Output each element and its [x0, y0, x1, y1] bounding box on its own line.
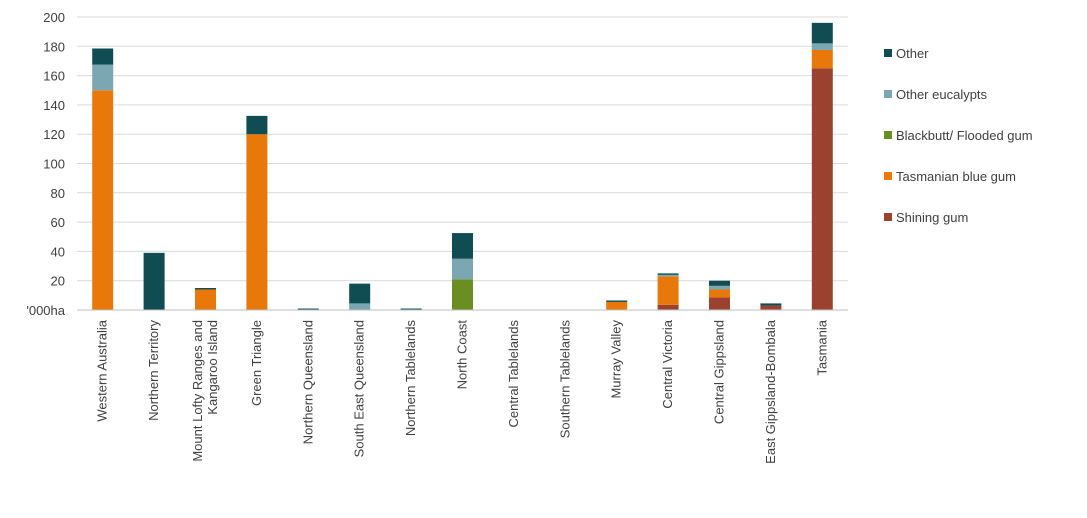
bar-segment-7-2 — [452, 279, 473, 310]
y-tick-label-140: 140 — [43, 98, 65, 113]
bar-segment-11-0 — [657, 304, 679, 310]
bar-segment-5-3 — [349, 303, 371, 310]
bar-segment-6-4 — [400, 308, 422, 310]
legend-swatch-4 — [884, 213, 892, 221]
bar-segment-4-4 — [297, 308, 319, 310]
legend-label-3: Tasmanian blue gum — [896, 169, 1016, 184]
category-label-5: South East Queensland — [352, 320, 367, 457]
category-label-2-line-1: Kangaroo Island — [205, 320, 220, 415]
y-axis-ticks: 20 40 60 80 100 120 140 160 180 200 — [43, 10, 65, 289]
y-tick-label-40: 40 — [51, 244, 65, 259]
y-tick-label-100: 100 — [43, 157, 65, 172]
category-label-0: Western Australia — [95, 319, 110, 421]
legend-swatch-1 — [884, 90, 892, 98]
bar-segment-3-4 — [246, 115, 268, 135]
category-label-3: Green Triangle — [249, 320, 264, 406]
category-label-9: Southern Tablelands — [557, 320, 572, 439]
category-label-2-line-0: Mount Lofty Ranges and — [190, 320, 205, 462]
bar-segment-0-4 — [92, 48, 114, 65]
bar-segment-14-1 — [811, 49, 833, 69]
legend-label-0: Other — [896, 46, 929, 61]
bar-segment-10-4 — [606, 300, 628, 302]
bar-segment-2-1 — [195, 289, 216, 310]
category-label-4: Northern Queensland — [300, 320, 315, 444]
category-label-12: Central Gippsland — [712, 320, 727, 424]
legend-swatch-3 — [884, 172, 892, 180]
y-tick-label-180: 180 — [43, 39, 65, 54]
y-tick-label-20: 20 — [51, 274, 65, 289]
category-label-1: Northern Territory — [146, 320, 161, 421]
bar-segment-12-0 — [709, 297, 730, 310]
bar-segment-13-4 — [760, 303, 782, 306]
bar-segment-2-4 — [195, 288, 216, 290]
category-label-6: Northern Tablelands — [403, 320, 418, 437]
bar-segment-10-1 — [606, 301, 628, 310]
bar-segment-12-3 — [709, 285, 730, 290]
bar-segment-11-4 — [657, 273, 679, 275]
bar-segment-14-4 — [811, 22, 833, 44]
bar-segment-12-4 — [709, 280, 730, 286]
x-axis-category-labels: Western Australia Northern Territory Mount… — [95, 319, 830, 464]
legend-label-4: Shining gum — [896, 210, 968, 225]
bar-segment-13-0 — [760, 305, 782, 310]
category-label-8: Central Tablelands — [506, 320, 521, 428]
bar-segment-14-0 — [811, 68, 833, 311]
gridlines — [77, 16, 848, 282]
bar-segment-3-1 — [246, 134, 268, 310]
bar-segment-1-4 — [143, 252, 165, 310]
y-tick-label-60: 60 — [51, 215, 65, 230]
category-label-14: Tasmania — [814, 319, 829, 375]
bar-segment-11-1 — [657, 276, 679, 305]
bar-segment-7-4 — [452, 233, 473, 259]
bar-segment-14-3 — [811, 43, 833, 50]
legend: Other Other eucalypts Blackbutt/ Flooded g… — [884, 46, 1033, 225]
y-tick-label-80: 80 — [51, 186, 65, 201]
y-tick-label-160: 160 — [43, 69, 65, 84]
category-label-13: East Gippsland-Bombala — [763, 319, 778, 464]
bar-segment-5-4 — [349, 283, 371, 304]
bar-segment-0-3 — [92, 64, 114, 91]
category-label-11: Central Victoria — [660, 319, 675, 408]
bars — [92, 22, 833, 311]
legend-swatch-0 — [884, 49, 892, 57]
bar-segment-12-1 — [709, 289, 730, 298]
y-tick-label-120: 120 — [43, 127, 65, 142]
category-label-7: North Coast — [455, 320, 470, 390]
bar-segment-7-3 — [452, 258, 473, 280]
legend-label-2: Blackbutt/ Flooded gum — [896, 128, 1033, 143]
y-unit-label: '000ha — [26, 303, 65, 318]
legend-swatch-2 — [884, 131, 892, 139]
legend-label-1: Other eucalypts — [896, 87, 988, 102]
bar-segment-0-1 — [92, 90, 114, 310]
y-tick-label-200: 200 — [43, 10, 65, 25]
category-label-10: Murray Valley — [609, 320, 624, 399]
bar-segment-11-3 — [657, 274, 679, 277]
